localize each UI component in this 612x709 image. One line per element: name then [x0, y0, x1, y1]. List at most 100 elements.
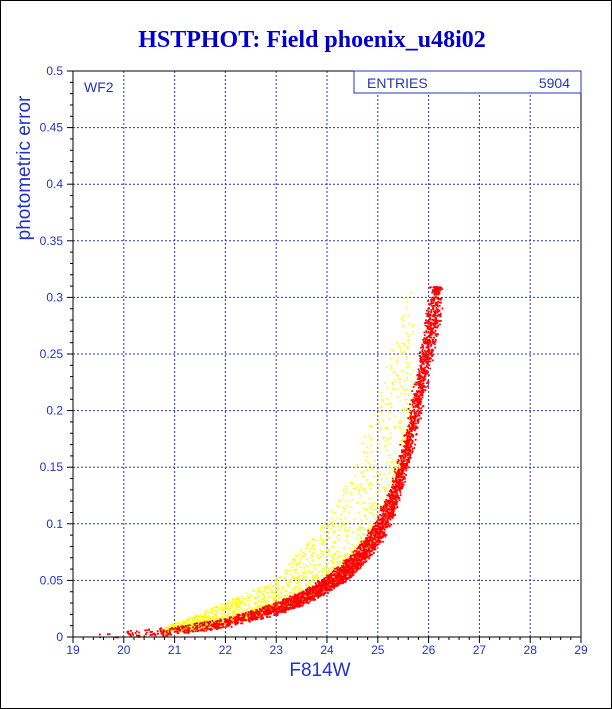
red-point	[413, 426, 415, 429]
yellow-point	[379, 504, 381, 506]
yellow-point	[298, 589, 300, 592]
red-point	[401, 463, 404, 466]
red-point	[374, 524, 377, 527]
yellow-point	[263, 604, 265, 606]
yellow-point	[394, 379, 396, 382]
yellow-point	[391, 381, 394, 384]
red-point	[396, 489, 399, 491]
red-point	[215, 628, 218, 630]
yellow-point	[323, 539, 325, 542]
red-point	[363, 543, 366, 546]
red-point	[295, 601, 298, 604]
red-point	[414, 394, 416, 396]
red-point	[219, 619, 222, 622]
red-point	[267, 613, 270, 616]
red-point	[434, 314, 437, 317]
red-point	[285, 604, 288, 607]
red-point	[396, 496, 399, 499]
red-point	[392, 500, 394, 503]
yellow-point	[232, 614, 235, 616]
yellow-point	[291, 577, 293, 579]
yellow-point	[262, 601, 264, 603]
yellow-point	[236, 596, 238, 598]
red-point	[420, 346, 422, 349]
red-point	[398, 483, 401, 485]
red-point	[236, 622, 238, 625]
red-point	[407, 425, 410, 428]
yellow-point	[311, 579, 314, 582]
chart-title: HSTPHOT: Field phoenix_u48i02	[138, 27, 486, 53]
yellow-point	[271, 589, 273, 592]
yellow-point	[253, 588, 255, 591]
red-point	[391, 509, 394, 512]
red-point	[99, 633, 101, 636]
yellow-point	[272, 605, 274, 607]
yellow-point	[388, 472, 390, 474]
red-point	[236, 613, 239, 616]
yellow-point	[228, 605, 231, 608]
yellow-point	[262, 594, 265, 597]
yellow-point	[294, 585, 297, 588]
red-point	[398, 484, 400, 486]
red-point	[345, 565, 348, 568]
red-point	[430, 300, 433, 302]
red-point	[433, 326, 436, 329]
red-point	[371, 529, 374, 532]
red-point	[418, 370, 421, 372]
red-point	[426, 342, 429, 345]
yellow-point	[408, 314, 411, 317]
yellow-point	[385, 477, 388, 479]
red-point	[309, 587, 312, 589]
red-point	[363, 556, 366, 559]
red-point	[401, 454, 404, 457]
yellow-point	[311, 575, 314, 577]
red-point	[221, 626, 223, 629]
red-point	[379, 527, 382, 530]
yellow-point	[211, 618, 214, 620]
red-point	[357, 547, 360, 550]
yellow-point	[295, 555, 297, 558]
red-point	[183, 630, 186, 632]
yellow-point	[392, 488, 394, 491]
red-point	[386, 510, 389, 512]
red-point	[433, 315, 436, 318]
red-point	[292, 597, 295, 600]
red-point	[373, 525, 376, 528]
red-point	[400, 467, 403, 469]
red-point	[382, 510, 385, 513]
red-point	[302, 596, 305, 598]
red-point	[425, 361, 428, 364]
red-point	[376, 539, 379, 542]
yellow-point	[203, 613, 206, 615]
red-point	[423, 363, 425, 365]
yellow-point	[340, 518, 342, 520]
yellow-point	[197, 616, 200, 618]
red-point	[419, 386, 422, 388]
red-point	[363, 548, 366, 550]
red-point	[424, 378, 427, 381]
yellow-point	[288, 585, 290, 587]
red-point	[431, 327, 433, 330]
red-point	[258, 616, 261, 619]
red-point	[425, 331, 428, 334]
red-point	[145, 633, 147, 636]
red-point	[392, 506, 395, 509]
red-point	[391, 517, 394, 519]
red-point	[143, 635, 146, 638]
red-point	[216, 624, 218, 627]
yellow-point	[232, 613, 235, 615]
red-point	[427, 380, 429, 383]
red-point	[438, 292, 441, 295]
red-point	[428, 356, 431, 359]
red-point	[424, 389, 427, 391]
red-point	[274, 609, 277, 612]
red-point	[312, 594, 315, 597]
yellow-point	[235, 598, 238, 600]
red-point	[295, 600, 298, 602]
yellow-point	[234, 601, 236, 603]
red-point	[332, 577, 334, 580]
yellow-point	[256, 592, 258, 595]
red-point	[399, 462, 402, 465]
yellow-point	[310, 580, 312, 583]
yellow-point	[224, 608, 226, 611]
